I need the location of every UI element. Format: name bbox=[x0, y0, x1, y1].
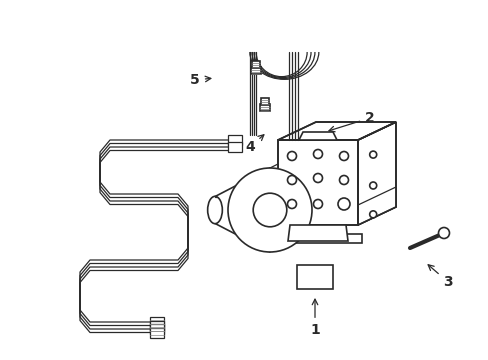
Circle shape bbox=[339, 176, 348, 185]
Bar bbox=[150, 324, 163, 334]
Text: 4: 4 bbox=[244, 135, 264, 154]
Circle shape bbox=[438, 228, 448, 239]
Text: 2: 2 bbox=[328, 111, 374, 132]
Bar bbox=[150, 320, 163, 330]
Circle shape bbox=[287, 176, 296, 185]
Circle shape bbox=[369, 151, 376, 158]
Polygon shape bbox=[287, 225, 347, 241]
Circle shape bbox=[227, 168, 311, 252]
Bar bbox=[259, 104, 269, 111]
Polygon shape bbox=[278, 140, 357, 225]
Polygon shape bbox=[265, 164, 278, 200]
Polygon shape bbox=[298, 132, 336, 140]
Circle shape bbox=[287, 199, 296, 208]
Text: 3: 3 bbox=[427, 265, 452, 289]
Circle shape bbox=[313, 149, 322, 158]
Polygon shape bbox=[357, 122, 395, 225]
Circle shape bbox=[313, 174, 322, 183]
Bar bbox=[150, 317, 163, 327]
Bar bbox=[227, 135, 242, 145]
Circle shape bbox=[369, 211, 376, 218]
Circle shape bbox=[339, 152, 348, 161]
Text: 1: 1 bbox=[309, 299, 319, 337]
Bar bbox=[251, 61, 259, 68]
Circle shape bbox=[337, 198, 349, 210]
Bar bbox=[250, 67, 260, 74]
Polygon shape bbox=[215, 168, 269, 252]
Bar bbox=[260, 98, 268, 105]
Bar bbox=[227, 142, 242, 152]
Circle shape bbox=[253, 193, 286, 227]
Ellipse shape bbox=[207, 196, 222, 224]
Polygon shape bbox=[273, 234, 361, 243]
Circle shape bbox=[287, 152, 296, 161]
Polygon shape bbox=[278, 122, 395, 140]
Bar bbox=[150, 328, 163, 338]
Polygon shape bbox=[357, 187, 395, 225]
Circle shape bbox=[313, 199, 322, 208]
Circle shape bbox=[369, 182, 376, 189]
Bar bbox=[296, 265, 332, 289]
Text: 5: 5 bbox=[190, 73, 210, 87]
